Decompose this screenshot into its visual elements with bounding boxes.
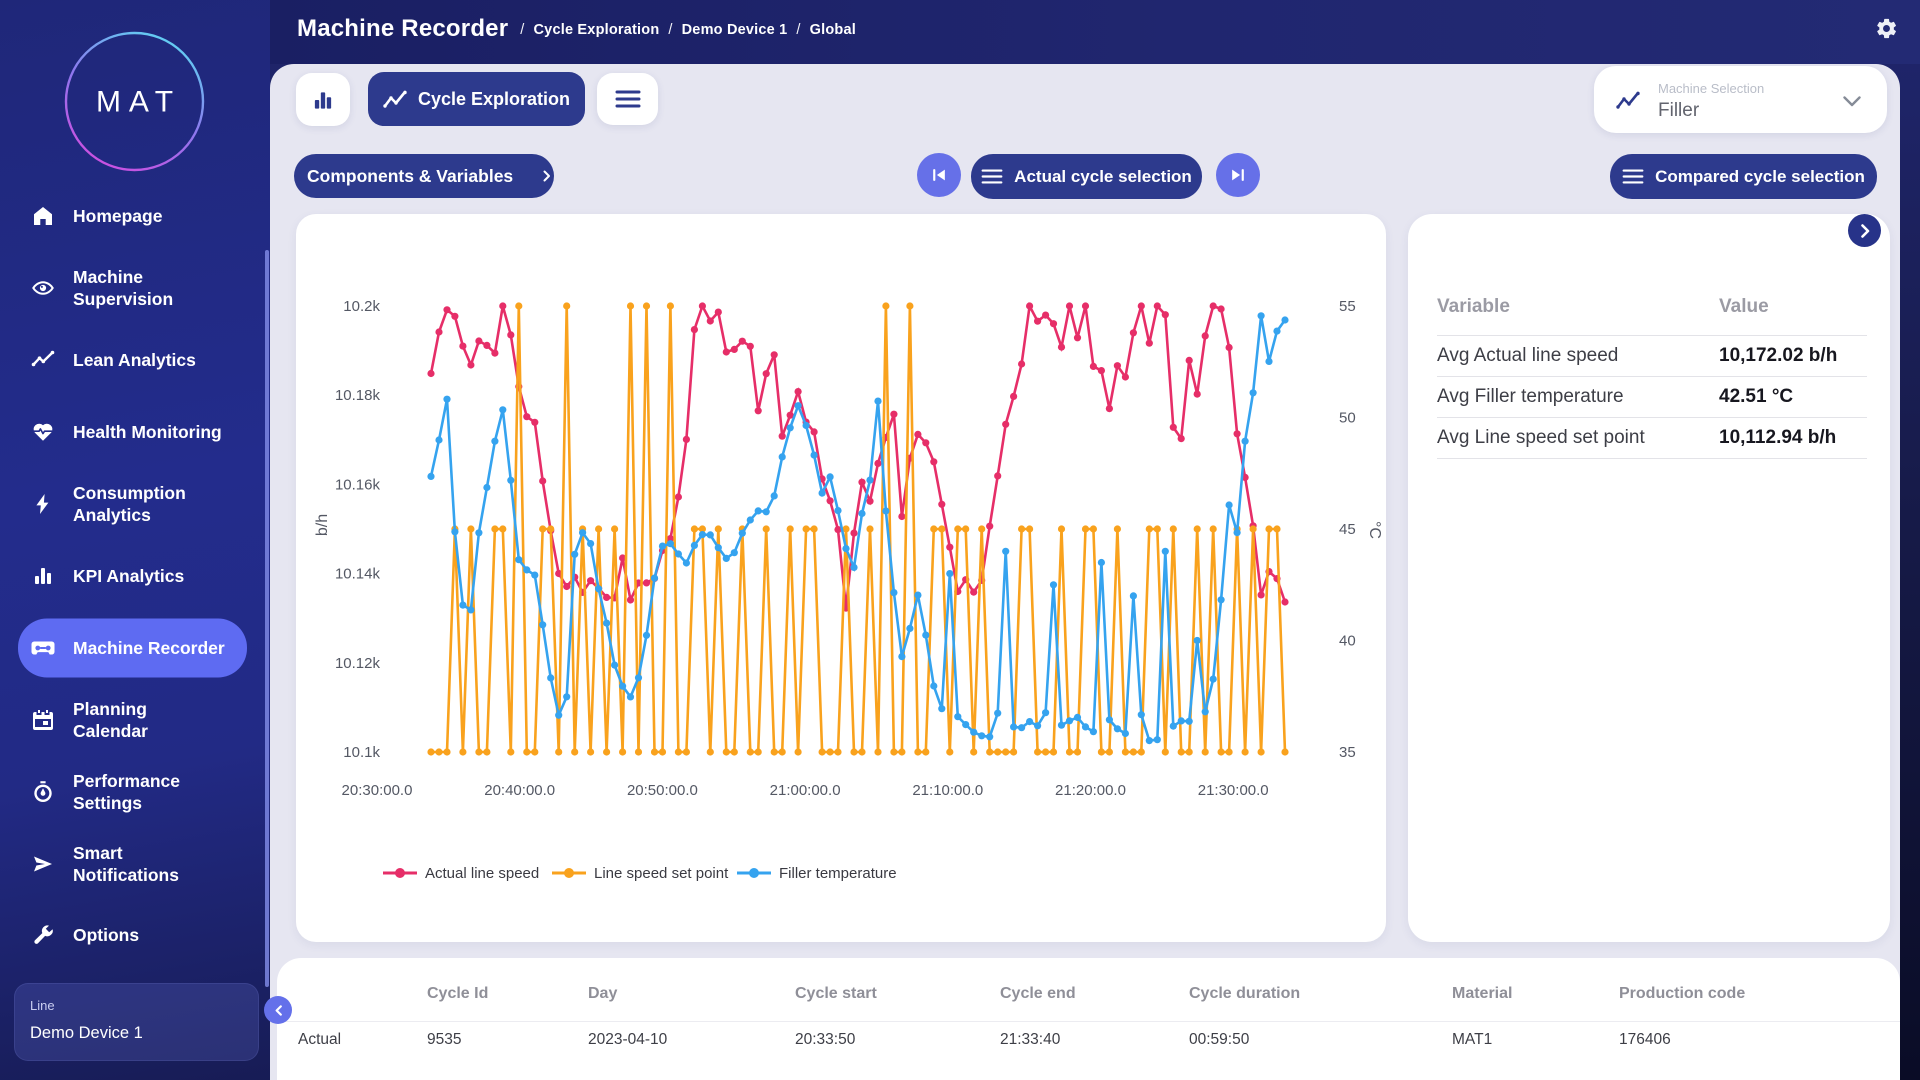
svg-text:21:20:00.0: 21:20:00.0 <box>1055 782 1126 799</box>
svg-text:35: 35 <box>1339 744 1356 761</box>
svg-text:20:50:00.0: 20:50:00.0 <box>627 782 698 799</box>
svg-text:20:40:00.0: 20:40:00.0 <box>484 782 555 799</box>
svg-text:55: 55 <box>1339 298 1356 315</box>
svg-text:40: 40 <box>1339 633 1356 650</box>
svg-text:21:10:00.0: 21:10:00.0 <box>912 782 983 799</box>
svg-text:20:30:00.0: 20:30:00.0 <box>342 782 413 799</box>
svg-text:45: 45 <box>1339 521 1356 538</box>
svg-text:10.18k: 10.18k <box>335 387 381 404</box>
svg-text:10.16k: 10.16k <box>335 476 381 493</box>
svg-text:10.2k: 10.2k <box>343 298 380 315</box>
svg-text:b/h: b/h <box>314 514 331 536</box>
svg-text:Actual line speed: Actual line speed <box>425 865 539 882</box>
svg-text:Line speed set point: Line speed set point <box>594 865 729 882</box>
svg-text:Filler temperature: Filler temperature <box>779 865 897 882</box>
svg-text:21:30:00.0: 21:30:00.0 <box>1198 782 1269 799</box>
svg-text:10.14k: 10.14k <box>335 566 381 583</box>
svg-text:10.12k: 10.12k <box>335 655 381 672</box>
svg-text:50: 50 <box>1339 410 1356 427</box>
svg-text:10.1k: 10.1k <box>343 744 380 761</box>
svg-text:21:00:00.0: 21:00:00.0 <box>770 782 841 799</box>
svg-text:MAT: MAT <box>96 86 181 119</box>
svg-text:°C: °C <box>1366 521 1383 539</box>
